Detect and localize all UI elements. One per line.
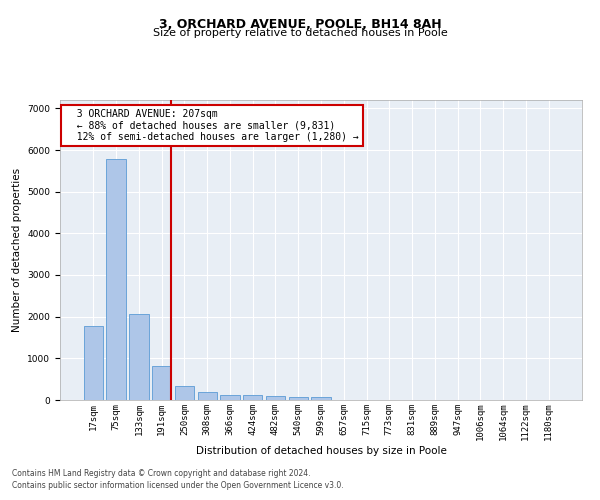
Bar (84, 326, 103, 400)
Bar (266, 396, 285, 400)
Bar (289, 397, 308, 400)
Bar (175, 386, 194, 400)
Bar (220, 395, 239, 400)
Bar (152, 366, 172, 400)
Y-axis label: Number of detached properties: Number of detached properties (12, 168, 22, 332)
Bar (243, 396, 262, 400)
Bar (129, 314, 149, 400)
Bar (197, 392, 217, 400)
Text: Size of property relative to detached houses in Poole: Size of property relative to detached ho… (152, 28, 448, 38)
Bar (106, 159, 126, 400)
Text: 3 ORCHARD AVENUE: 207sqm
  ← 88% of detached houses are smaller (9,831)
  12% of: 3 ORCHARD AVENUE: 207sqm ← 88% of detach… (65, 109, 359, 142)
Text: Contains HM Land Registry data © Crown copyright and database right 2024.: Contains HM Land Registry data © Crown c… (12, 468, 311, 477)
X-axis label: Distribution of detached houses by size in Poole: Distribution of detached houses by size … (196, 446, 446, 456)
Text: 3, ORCHARD AVENUE, POOLE, BH14 8AH: 3, ORCHARD AVENUE, POOLE, BH14 8AH (158, 18, 442, 30)
Bar (311, 397, 331, 400)
Text: Contains public sector information licensed under the Open Government Licence v3: Contains public sector information licen… (12, 481, 344, 490)
